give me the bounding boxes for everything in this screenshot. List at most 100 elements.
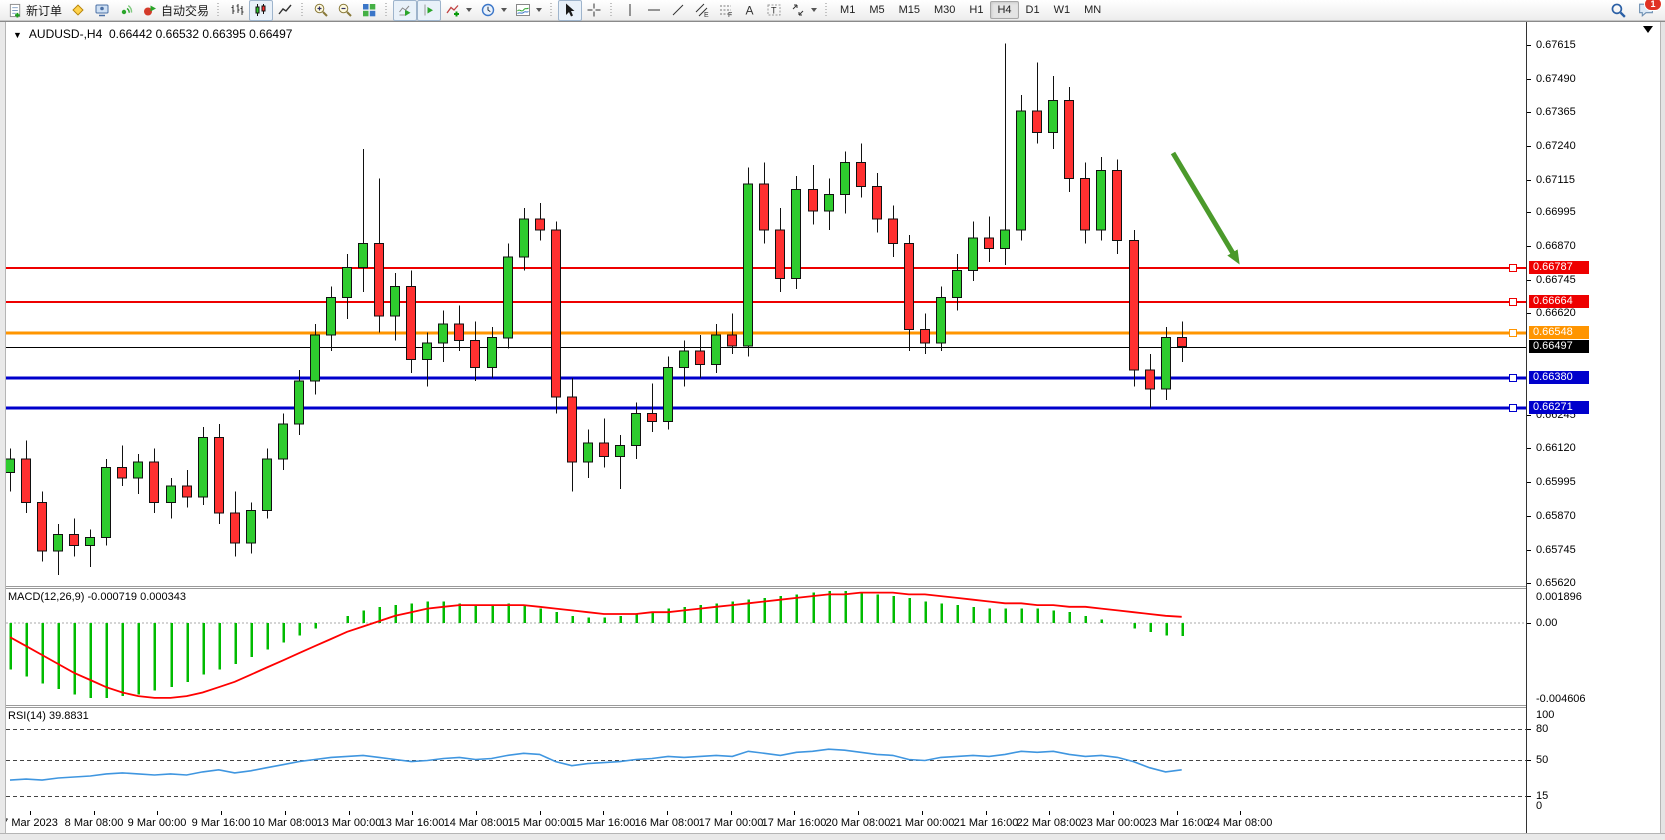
arrows-tool[interactable]	[786, 0, 821, 21]
time-tick-label: 13 Mar 16:00	[379, 817, 445, 829]
macd-panel[interactable]	[6, 589, 1526, 705]
horizontal-line-tool[interactable]	[642, 0, 666, 21]
clock-icon	[481, 3, 495, 17]
fibonacci-tool[interactable]: F	[714, 0, 738, 21]
price-tick-label: 0.66620	[1536, 307, 1576, 319]
time-tick-label: 23 Mar 16:00	[1144, 817, 1210, 829]
time-tick-mark	[349, 811, 350, 815]
equidistant-channel-icon: E	[695, 3, 709, 18]
chart-menu-arrow-icon[interactable]: ▼	[13, 30, 22, 40]
timeframe-button-m30[interactable]: M30	[934, 4, 956, 16]
panel-splitter[interactable]	[0, 586, 1660, 589]
chart-candles-button[interactable]	[249, 0, 274, 21]
price-chart-panel[interactable]	[6, 22, 1526, 586]
trendline-tool[interactable]	[666, 0, 690, 21]
hline-0.66380[interactable]	[6, 374, 1526, 382]
chart-title: ▼ AUDUSD-,H4 0.66442 0.66532 0.66395 0.66…	[13, 27, 292, 41]
price-tick-label: 0.67490	[1536, 73, 1576, 85]
annotation-arrow-down[interactable]	[1170, 151, 1240, 265]
toolbar-grip	[300, 2, 306, 18]
price-tick-label: 0.66745	[1536, 274, 1576, 286]
tile-windows-button[interactable]	[357, 0, 381, 21]
time-axis[interactable]: 7 Mar 2023 8 Mar 08:00 9 Mar 00:00 9 Mar 16…	[2, 811, 1526, 833]
horizontal-scrollbar[interactable]	[0, 833, 1665, 840]
new-order-label: 新订单	[26, 3, 63, 18]
rsi-panel[interactable]	[6, 708, 1526, 811]
timeframe-button-h4[interactable]: H4	[990, 1, 1019, 19]
styler-button[interactable]	[66, 0, 90, 21]
notification-count-badge: 1	[1644, 0, 1662, 11]
axis-tick-mark	[1527, 246, 1531, 247]
timeframe-button-mn[interactable]: MN	[1084, 4, 1102, 16]
timeframe-button-m15[interactable]: M15	[898, 4, 920, 16]
text-label-tool[interactable]: T	[762, 0, 786, 21]
rsi-100-label: 100	[1536, 709, 1555, 721]
zoom-in-button[interactable]	[309, 0, 333, 21]
current-price-badge: 0.66497	[1529, 340, 1589, 353]
chart-bars-button[interactable]	[225, 0, 249, 21]
indicators-button[interactable]	[441, 0, 476, 21]
timeframe-button-d1[interactable]: D1	[1025, 4, 1040, 16]
price-tick-label: 0.67615	[1536, 39, 1576, 51]
time-tick-label: 21 Mar 00:00	[889, 817, 955, 829]
periods-button[interactable]	[476, 0, 511, 21]
time-tick-mark	[794, 811, 795, 815]
macd-zero-label: 0.00	[1536, 617, 1558, 629]
price-axis[interactable]: 0.67615 0.67490 0.67365 0.67240 0.67115 0.669…	[1526, 22, 1660, 833]
search-icon[interactable]	[1610, 2, 1627, 19]
rsi-indicator-label: RSI(14) 39.8831	[8, 710, 89, 722]
hline-0.66787[interactable]	[6, 264, 1526, 272]
signals-button[interactable]	[114, 0, 138, 21]
text-tool[interactable]: A	[738, 0, 762, 21]
rsi-line	[9, 748, 1182, 781]
chart-shift-icon	[424, 4, 434, 16]
channel-tool[interactable]: E	[690, 0, 714, 21]
crosshair-button[interactable]	[582, 0, 606, 21]
chart-line-button[interactable]	[273, 0, 297, 21]
time-tick-mark	[667, 811, 668, 815]
axis-tick-mark	[1527, 280, 1531, 281]
svg-text:T: T	[771, 6, 777, 16]
panel-splitter[interactable]	[0, 705, 1660, 708]
time-tick-mark	[476, 811, 477, 815]
axis-tick-mark	[1527, 623, 1531, 624]
dropdown-caret	[536, 8, 543, 12]
hline-0.66548[interactable]	[6, 329, 1526, 337]
zoom-out-button[interactable]	[333, 0, 357, 21]
time-tick-mark	[922, 811, 923, 815]
chart-shift-marker-icon[interactable]	[1643, 26, 1653, 33]
text-icon: A	[746, 4, 754, 18]
timeframe-button-w1[interactable]: W1	[1053, 4, 1071, 16]
notifications-button[interactable]: 1	[1637, 0, 1662, 19]
timeframe-button-m5[interactable]: M5	[869, 4, 885, 16]
time-tick-mark	[603, 811, 604, 815]
auto-scroll-button[interactable]	[393, 0, 418, 21]
timeframe-button-m1[interactable]: M1	[840, 4, 856, 16]
time-tick-label: 7 Mar 2023	[2, 817, 58, 829]
templates-button[interactable]	[511, 0, 546, 21]
timeframe-button-h1[interactable]: H1	[969, 4, 984, 16]
time-tick-label: 16 Mar 08:00	[634, 817, 700, 829]
axis-tick-mark	[1527, 796, 1531, 797]
time-tick-label: 20 Mar 08:00	[825, 817, 891, 829]
autotrading-button[interactable]: 自动交易	[138, 0, 213, 21]
price-tick-label: 0.66120	[1536, 442, 1576, 454]
cursor-button[interactable]	[558, 0, 583, 21]
toolbar-grip	[216, 2, 222, 18]
fibonacci-icon: F	[720, 5, 732, 18]
vertical-line-tool[interactable]	[618, 0, 642, 21]
time-tick-label: 15 Mar 16:00	[570, 817, 636, 829]
time-tick-mark	[731, 811, 732, 815]
signals-broadcast-icon	[121, 5, 133, 15]
time-tick-label: 23 Mar 00:00	[1080, 817, 1146, 829]
profile-button[interactable]	[90, 0, 114, 21]
time-tick-mark	[1049, 811, 1050, 815]
rsi-level-label: 80	[1536, 723, 1549, 735]
hline-0.66664[interactable]	[6, 298, 1526, 306]
new-order-button[interactable]: 新订单	[4, 0, 66, 21]
time-tick-mark	[285, 811, 286, 815]
axis-tick-mark	[1527, 550, 1531, 551]
price-tick-label: 0.65870	[1536, 510, 1576, 522]
chart-shift-button[interactable]	[417, 0, 442, 21]
hline-0.66271[interactable]	[6, 404, 1526, 412]
